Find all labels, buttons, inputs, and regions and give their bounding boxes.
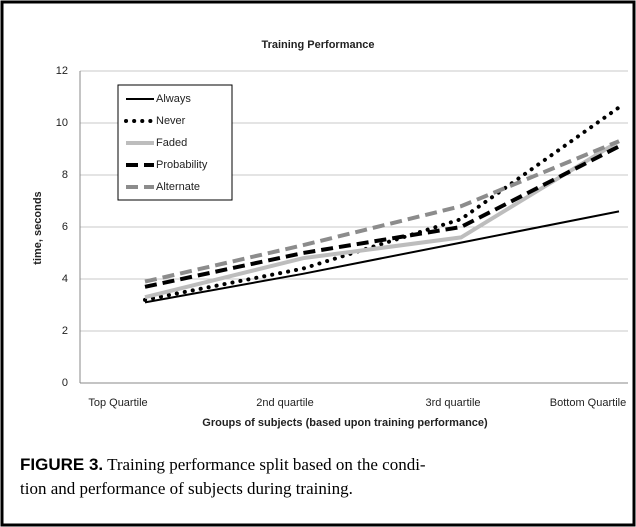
y-tick-label: 2: [62, 325, 68, 337]
y-tick-label: 4: [62, 273, 68, 285]
legend-label: Never: [156, 115, 186, 127]
caption: FIGURE 3. Training performance split bas…: [20, 455, 426, 475]
y-tick-label: 6: [62, 221, 68, 233]
y-axis-label: time, seconds: [32, 191, 44, 264]
x-tick-label: 3rd quartile: [425, 397, 480, 409]
x-tick-label: Bottom Quartile: [550, 397, 626, 409]
caption-text: Training performance split based on the …: [103, 455, 426, 474]
series-line: [143, 105, 621, 302]
legend-label: Probability: [156, 159, 208, 171]
series-line: [144, 210, 620, 304]
series-line: [144, 144, 620, 289]
x-tick-label: 2nd quartile: [256, 397, 314, 409]
legend-label: Alternate: [156, 181, 200, 193]
caption-text: tion and performance of subjects during …: [20, 479, 353, 498]
y-tick-label: 12: [56, 65, 68, 77]
y-tick-label: 0: [62, 377, 68, 389]
legend-label: Always: [156, 93, 191, 105]
chart-title: Training Performance: [261, 39, 374, 51]
caption-label: FIGURE 3.: [20, 455, 103, 474]
y-tick-label: 10: [56, 117, 68, 129]
series-line: [144, 139, 621, 300]
y-tick-label: 8: [62, 169, 68, 181]
series-line: [144, 139, 620, 284]
legend-label: Faded: [156, 137, 187, 149]
x-tick-label: Top Quartile: [88, 397, 147, 409]
x-axis-label: Groups of subjects (based upon training …: [202, 417, 488, 429]
